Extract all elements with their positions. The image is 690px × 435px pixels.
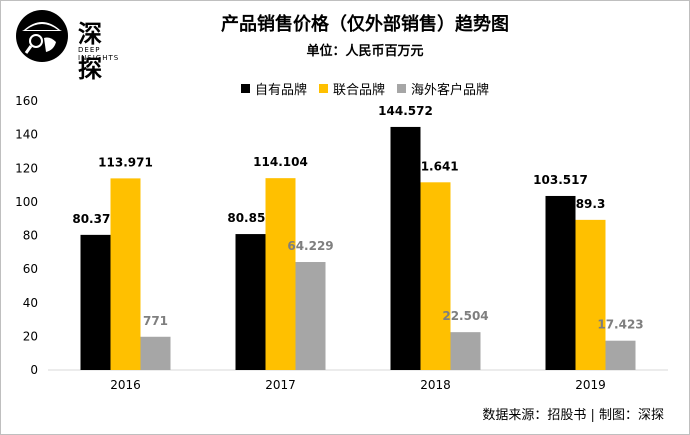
- data-label-2-0: 771: [143, 314, 168, 328]
- bar-1-0: [110, 178, 141, 370]
- detective-logo-icon: [16, 10, 68, 62]
- y-tick-label-5: 100: [15, 195, 38, 209]
- data-label-0-3: 103.517: [533, 173, 588, 187]
- bar-2-0: [140, 336, 171, 370]
- x-tick-label-2: 2018: [420, 378, 451, 392]
- legend-item-0: 自有品牌: [240, 79, 307, 98]
- bar-0-2: [390, 126, 421, 370]
- data-label-0-1: 80.852: [227, 211, 273, 225]
- bar-2-2: [450, 332, 481, 370]
- data-label-2-1: 64.229: [287, 239, 333, 253]
- data-label-0-0: 80.376: [72, 212, 118, 226]
- x-tick-label-3: 2019: [575, 378, 606, 392]
- data-label-1-0: 113.971: [98, 155, 153, 169]
- chart-subtitle: 单位：人民币百万元: [306, 44, 424, 59]
- source-note: 数据来源：招股书 | 制图：深探: [482, 408, 664, 423]
- y-tick-label-2: 40: [23, 296, 38, 310]
- data-label-2-3: 17.423: [597, 318, 643, 332]
- x-tick-label-1: 2017: [265, 378, 296, 392]
- y-tick-label-0: 0: [30, 363, 38, 377]
- bar-0-1: [235, 234, 266, 370]
- y-tick-label-6: 120: [15, 161, 38, 175]
- data-label-1-2: 11.641: [412, 159, 458, 173]
- data-label-1-3: 89.3: [576, 197, 606, 211]
- bar-2-1: [295, 262, 326, 370]
- data-label-0-2: 144.572: [378, 104, 433, 118]
- legend-swatch-2: [397, 84, 406, 93]
- legend-label-2: 海外客户品牌: [411, 83, 490, 98]
- bar-1-3: [575, 219, 606, 370]
- brand-logo: 深探 DEEP INSIGHTS: [14, 8, 124, 83]
- y-tick-label-3: 60: [23, 262, 38, 276]
- legend-swatch-1: [318, 84, 328, 93]
- x-tick-label-0: 2016: [110, 378, 141, 392]
- y-tick-label-4: 80: [23, 229, 38, 243]
- data-label-2-2: 22.504: [442, 309, 488, 323]
- legend-item-1: 联合品牌: [318, 79, 385, 98]
- bar-0-0: [80, 234, 111, 370]
- bar-2-3: [605, 340, 636, 370]
- legend-label-1: 联合品牌: [332, 83, 385, 98]
- chart-legend: 自有品牌 联合品牌 海外客户品牌: [0, 79, 690, 98]
- y-tick-label-7: 140: [15, 128, 38, 142]
- y-tick-label-1: 20: [23, 329, 38, 343]
- chart-title: 产品销售价格（仅外部销售）趋势图: [221, 14, 509, 35]
- bar-1-1: [265, 178, 296, 370]
- y-tick-label-8: 160: [15, 94, 38, 108]
- data-label-1-1: 114.104: [253, 155, 308, 169]
- bar-0-3: [545, 195, 576, 370]
- brand-subtitle: DEEP INSIGHTS: [78, 46, 120, 62]
- brand-name: 深探: [78, 20, 103, 83]
- bar-1-2: [420, 182, 451, 370]
- legend-swatch-0: [240, 84, 250, 93]
- legend-item-2: 海外客户品牌: [397, 79, 489, 98]
- legend-label-0: 自有品牌: [254, 83, 307, 98]
